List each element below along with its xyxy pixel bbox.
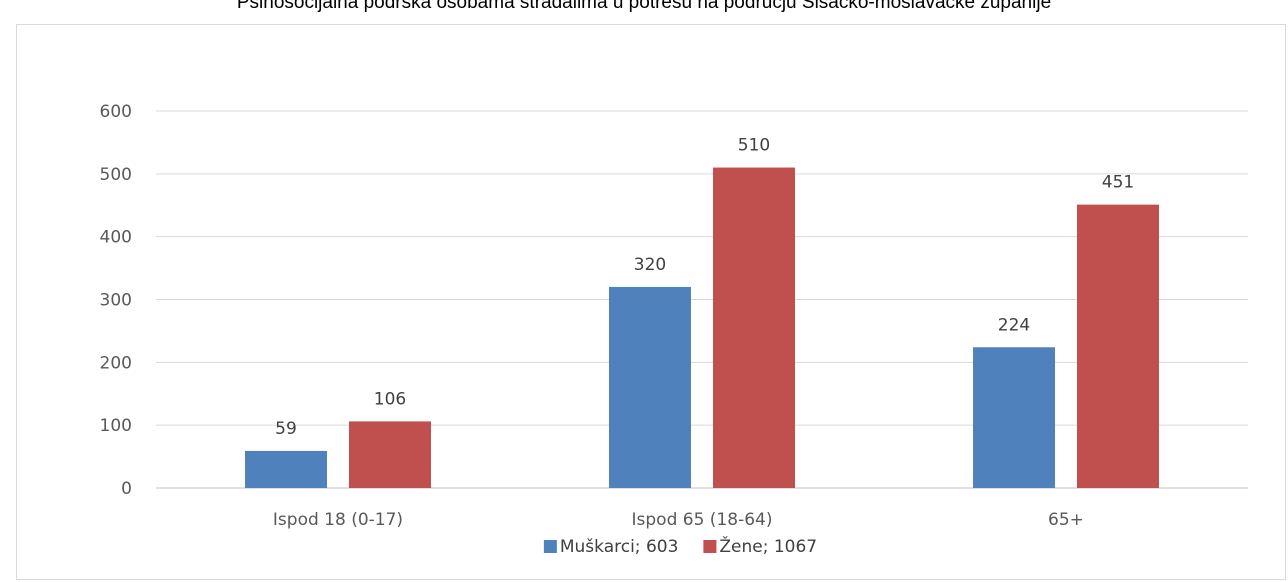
bar xyxy=(349,421,431,488)
legend-label: Žene; 1067 xyxy=(719,535,817,557)
y-tick-label: 0 xyxy=(121,479,132,499)
legend-label: Muškarci; 603 xyxy=(560,537,679,557)
data-label: 451 xyxy=(1102,173,1134,193)
y-tick-label: 600 xyxy=(100,102,132,122)
y-tick-label: 400 xyxy=(100,228,132,248)
legend-swatch xyxy=(543,540,557,553)
data-label: 59 xyxy=(275,419,297,439)
chart-area xyxy=(16,24,1286,580)
data-label: 510 xyxy=(738,136,770,156)
legend-swatch xyxy=(703,540,717,553)
y-tick-label: 500 xyxy=(100,165,132,185)
data-label: 224 xyxy=(998,315,1030,335)
x-tick-label: Ispod 65 (18-64) xyxy=(632,510,773,530)
bar xyxy=(1077,204,1159,488)
data-label: 106 xyxy=(374,389,406,409)
chart-title: Psihosocijalna podrška osobama stradalim… xyxy=(236,0,1052,13)
y-tick-label: 100 xyxy=(100,416,132,436)
x-tick-label: Ispod 18 (0-17) xyxy=(273,510,403,530)
bar xyxy=(973,347,1055,488)
bar xyxy=(245,450,327,488)
y-tick-label: 300 xyxy=(100,291,132,311)
bar xyxy=(609,286,691,488)
y-tick-label: 200 xyxy=(100,353,132,373)
bar xyxy=(713,167,795,489)
data-label: 320 xyxy=(634,255,666,275)
x-tick-label: 65+ xyxy=(1048,510,1084,530)
